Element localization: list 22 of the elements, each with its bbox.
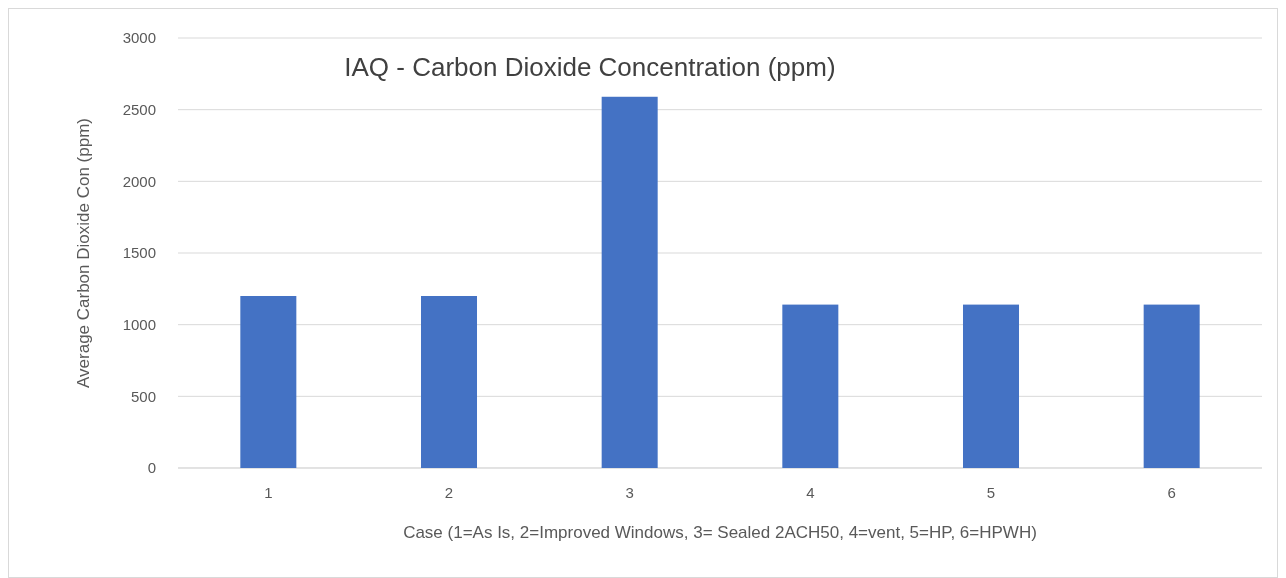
y-tick-label: 3000: [122, 29, 156, 47]
x-tick-label: 2: [444, 484, 454, 501]
y-tick-label: 2500: [122, 100, 156, 118]
y-tick-label: 1000: [122, 315, 156, 333]
bar: [601, 96, 658, 468]
y-axis-title: Average Carbon Dioxide Con (ppm): [74, 118, 93, 388]
text: IAQ - Carbon Dioxide Concentration (ppm): [344, 52, 836, 82]
x-tick-label: 5: [986, 484, 996, 501]
y-tick-label: 1500: [122, 244, 156, 262]
bar: [963, 304, 1019, 468]
bar: [240, 296, 297, 468]
x-tick-label: 1: [264, 484, 273, 501]
x-tick-label: 3: [625, 484, 634, 501]
bar: [782, 304, 839, 468]
bar: [421, 296, 477, 468]
x-axis-title: Case (1=As Is, 2=Improved Windows, 3= Sealed 2ACH50, 4=vent, 5=HP, 6=HPWH): [403, 523, 1037, 542]
y-tick-label: 2000: [122, 172, 156, 190]
x-tick-label: 4: [806, 484, 815, 501]
bar: [1143, 304, 1200, 468]
x-tick-label: 6: [1167, 484, 1176, 501]
y-tick-label: 0: [147, 459, 156, 477]
y-tick-label: 500: [130, 387, 156, 405]
